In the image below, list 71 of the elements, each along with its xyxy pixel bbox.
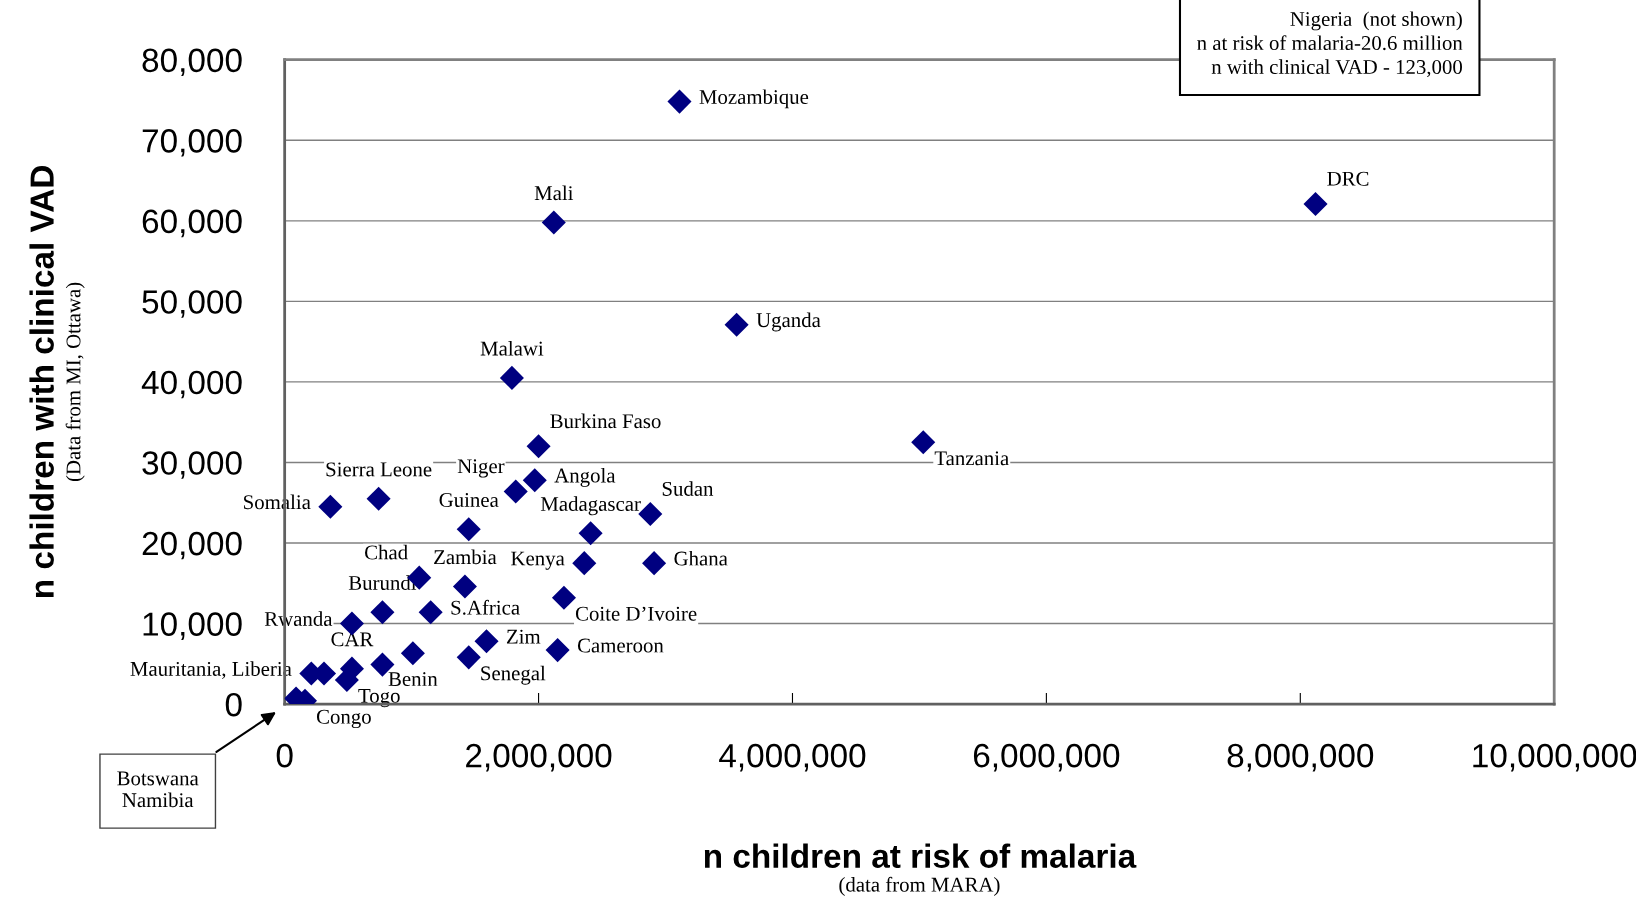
y-tick-label: 20,000 xyxy=(142,531,242,560)
point xyxy=(370,600,395,625)
annotation: Burundi xyxy=(348,575,417,590)
point xyxy=(541,210,566,235)
annotation: Sierra Leone xyxy=(326,462,432,477)
point xyxy=(456,645,481,670)
x-tick-label: 4,000,000 xyxy=(719,743,866,772)
annotation: Guinea xyxy=(439,493,499,508)
annotation: Congo xyxy=(316,709,371,729)
y-tick-label: 70,000 xyxy=(142,129,242,157)
annotation: S.Africa xyxy=(451,599,520,615)
annotation: Madagascar xyxy=(540,496,641,516)
point xyxy=(578,521,603,546)
y-tick-label: 60,000 xyxy=(142,209,242,238)
annotation: Mali xyxy=(534,185,574,201)
x-tick-label: 0 xyxy=(276,743,293,768)
x-axis-title: n children at risk of malaria xyxy=(704,843,1137,868)
y-tick-label: 80,000 xyxy=(142,48,242,77)
x-tick-label: 10,000,000 xyxy=(1473,743,1636,772)
text: Botswana Namibia xyxy=(117,771,199,808)
annotation: Angola xyxy=(554,467,616,487)
x-tick-label: 8,000,000 xyxy=(1227,743,1374,772)
text: (Data from MI, Ottawa) xyxy=(65,282,85,482)
point xyxy=(642,551,667,576)
annotation: Mozambique xyxy=(699,89,809,109)
y-tick-label: 10,000 xyxy=(143,612,242,640)
point xyxy=(545,638,570,663)
y-tick-label: 0 xyxy=(225,692,242,717)
point xyxy=(456,517,481,542)
point xyxy=(366,486,391,511)
annotation: Burkina Faso xyxy=(550,413,661,429)
text: (data from MARA) xyxy=(839,876,1000,896)
annotation: Coite D’Ivoire xyxy=(575,606,697,621)
annotation: DRC xyxy=(1327,171,1369,186)
annotation: Ghana xyxy=(674,550,728,566)
annotation: Togo xyxy=(358,689,400,708)
annotation: Malawi xyxy=(480,340,544,356)
point xyxy=(499,365,524,390)
annotation: Sudan xyxy=(662,481,714,496)
y-tick-label: 30,000 xyxy=(142,451,242,479)
point xyxy=(572,551,597,576)
point xyxy=(503,479,528,504)
annotation: Chad xyxy=(365,544,408,560)
point xyxy=(452,574,477,599)
point xyxy=(724,312,749,337)
point xyxy=(522,468,547,493)
annotation: Niger xyxy=(457,459,505,478)
y-axis-title: n children with clinical VAD xyxy=(29,165,54,598)
point xyxy=(318,494,343,519)
point xyxy=(551,585,576,610)
x-tick-label: 6,000,000 xyxy=(973,743,1120,772)
point xyxy=(418,600,443,625)
point xyxy=(474,629,499,654)
annotation: Benin xyxy=(388,672,438,687)
annotation: Uganda xyxy=(756,312,821,332)
annotation: Senegal xyxy=(481,665,546,685)
point xyxy=(1303,191,1328,216)
y-tick-label: 40,000 xyxy=(141,370,242,399)
annotation: Cameroon xyxy=(577,638,664,653)
point xyxy=(667,89,692,114)
annotation: Nigeria (not shown) n at risk of malaria-20.6 million n with clinical VAD - 123,000 xyxy=(1197,11,1463,78)
x-tick-label: 2,000,000 xyxy=(466,743,612,772)
annotation: Zim xyxy=(506,629,541,644)
annotation: Kenya xyxy=(511,551,565,570)
annotation: CAR xyxy=(331,632,374,647)
annotation: Tanzania xyxy=(934,451,1009,466)
point xyxy=(400,641,425,666)
point xyxy=(911,430,936,455)
y-tick-label: 50,000 xyxy=(142,290,242,318)
annotation: Zambia xyxy=(434,549,497,565)
point xyxy=(526,434,551,459)
